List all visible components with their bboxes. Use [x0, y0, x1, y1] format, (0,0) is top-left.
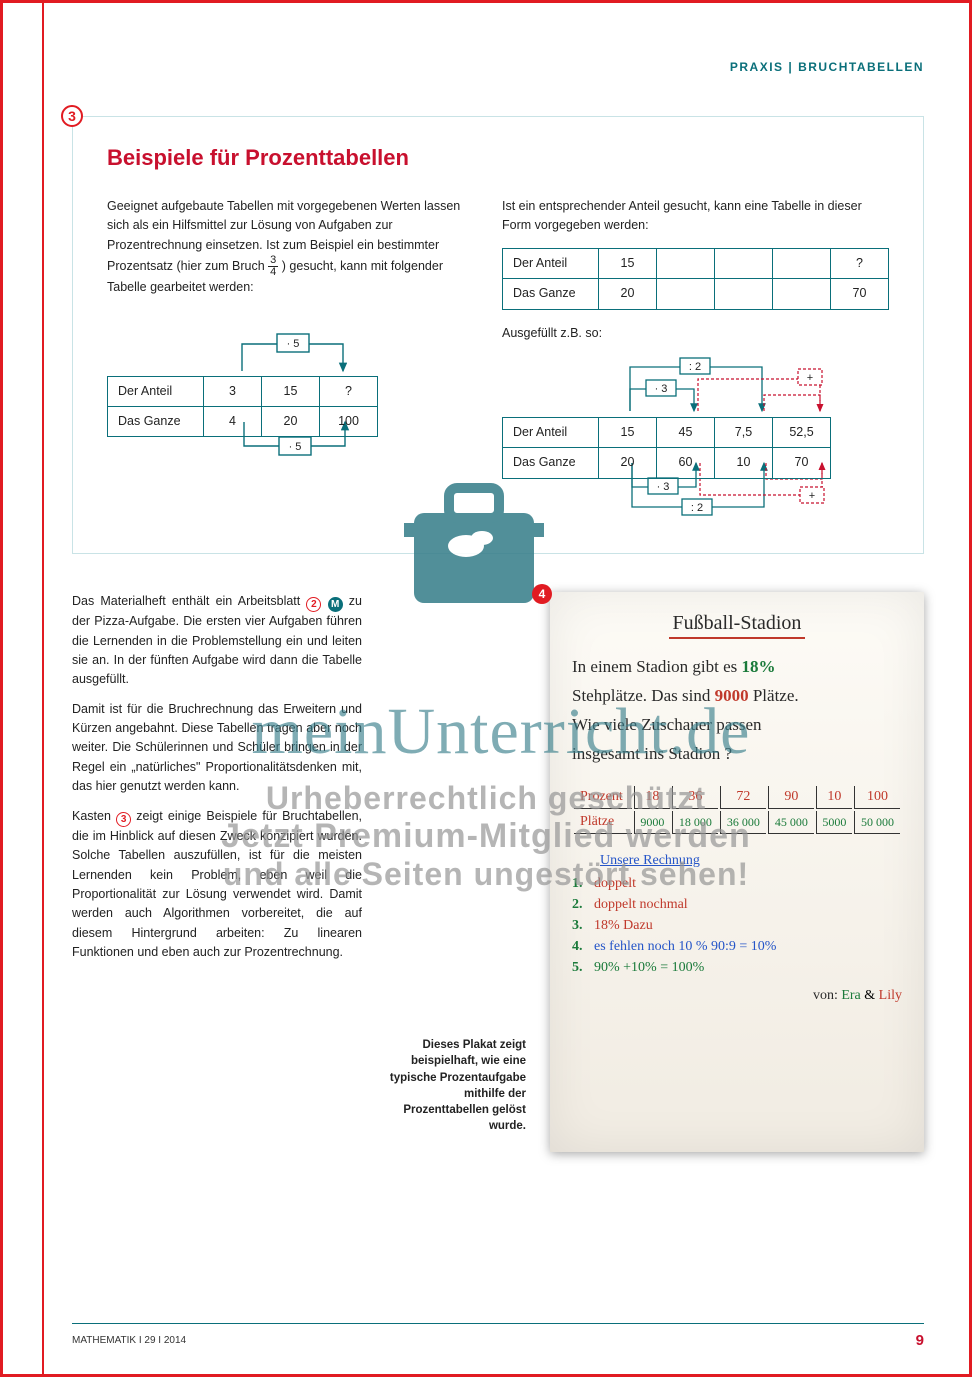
badge-3-icon: 3 — [116, 812, 131, 827]
article-p1: Das Materialheft enthält ein Arbeitsblat… — [72, 592, 362, 690]
svg-text:: 2: : 2 — [691, 502, 703, 514]
flipchart-problem: In einem Stadion gibt es 18% Stehplätze.… — [572, 653, 902, 769]
box-right-fill-label: Ausgefüllt z.B. so: — [502, 324, 889, 343]
flipchart-step: 2.doppelt nochmal — [572, 894, 902, 915]
flipchart-poster: Fußball-Stadion In einem Stadion gibt es… — [550, 592, 924, 1152]
flipchart-title: Fußball-Stadion — [669, 612, 806, 639]
badge-2-icon: 2 — [306, 597, 321, 612]
box-badge-3: 3 — [61, 105, 83, 127]
flipchart-signature: von: Era & Lily — [572, 988, 902, 1004]
footer-left: MATHEMATIK I 29 I 2014 — [72, 1335, 186, 1346]
box-col-right: Ist ein entsprechender Anteil gesucht, k… — [502, 197, 889, 519]
svg-text:· 5: · 5 — [287, 338, 300, 350]
flipchart-step: 5.90% +10% = 100% — [572, 957, 902, 978]
flipchart-step: 4.es fehlen noch 10 % 90:9 = 10% — [572, 936, 902, 957]
margin-rule — [42, 3, 44, 1374]
ratio-table-right-empty: Der Anteil 15 ? Das Ganze 20 70 — [502, 248, 889, 310]
article-p3: Kasten 3 zeigt einige Beispiele für Bruc… — [72, 807, 362, 963]
svg-text:· 3: · 3 — [655, 383, 668, 395]
svg-text:+: + — [807, 372, 813, 384]
svg-text:: 2: : 2 — [689, 361, 701, 373]
box-title: Beispiele für Prozenttabellen — [107, 145, 889, 171]
page-footer: MATHEMATIK I 29 I 2014 9 — [72, 1323, 924, 1349]
article-column: Das Materialheft enthält ein Arbeitsblat… — [72, 592, 362, 1152]
flipchart-steps: Unsere Rechnung 1.doppelt2.doppelt nochm… — [572, 850, 902, 978]
flipchart-step: 3.18% Dazu — [572, 915, 902, 936]
ratio-table-left: Der Anteil 3 15 ? Das Ganze 4 20 100 — [107, 376, 378, 438]
footer-page-number: 9 — [916, 1332, 924, 1349]
box-col-left: Geeignet aufgebaute Tabellen mit vorgege… — [107, 197, 468, 519]
badge-m-icon: M — [328, 597, 343, 612]
svg-text:+: + — [809, 490, 815, 502]
article-p2: Damit ist für die Bruchrechnung das Er­w… — [72, 700, 362, 797]
fraction-3-4: 3 4 — [268, 255, 278, 278]
flipchart-step: 1.doppelt — [572, 873, 902, 894]
ratio-table-right-filled: Der Anteil 15 45 7,5 52,5 Das Ganze 20 6… — [502, 417, 831, 479]
page-content: PRAXIS | BRUCHTABELLEN 3 Beispiele für P… — [72, 60, 924, 1349]
box-left-intro: Geeignet aufgebaute Tabellen mit vorgege… — [107, 197, 468, 298]
flipchart-table: Prozent 18 36 72 90 10 100 Plätze 9000 1… — [572, 784, 902, 836]
photo-caption: Dieses Plakat zeigt beispielhaft, wie ei… — [386, 1037, 526, 1152]
box-right-intro: Ist ein entsprechender Anteil gesucht, k… — [502, 197, 889, 236]
header-category: PRAXIS | BRUCHTABELLEN — [72, 60, 924, 74]
photo-badge-4: 4 — [532, 584, 552, 604]
photo-wrap: 4 Fußball-Stadion In einem Stadion gibt … — [550, 592, 924, 1152]
example-box: 3 Beispiele für Prozenttabellen Geeignet… — [72, 116, 924, 554]
lower-section: Das Materialheft enthält ein Arbeitsblat… — [72, 592, 924, 1152]
